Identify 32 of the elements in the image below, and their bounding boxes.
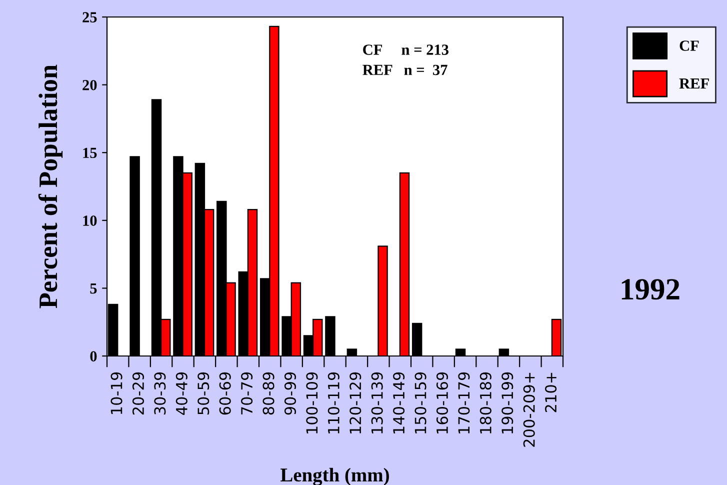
x-tick-label: 200-209+ [523, 372, 535, 447]
x-tick-label: 10-19 [110, 372, 122, 414]
x-tick-label: 30-39 [154, 372, 166, 414]
x-tick-label: 180-189 [480, 372, 492, 434]
x-tick-label: 80-89 [262, 372, 274, 415]
x-tick-label: 150-159 [414, 372, 426, 434]
y-tick-label: 25 [82, 12, 97, 22]
x-tick-label: 110-119 [328, 372, 340, 434]
x-tick-label: 120-129 [350, 372, 362, 434]
y-tick-label: 0 [90, 351, 97, 362]
y-tick-label: 5 [90, 283, 97, 294]
text: 1992 [622, 279, 680, 300]
x-tick-label: 20-29 [132, 372, 144, 415]
x-tick-label: 160-169 [436, 372, 448, 434]
y-tick-label: 10 [83, 216, 97, 226]
x-tick-label: 50-59 [198, 372, 210, 414]
y-axis-title: Percent of Population [38, 64, 63, 308]
x-tick-label: 70-79 [241, 372, 253, 414]
x-tick-label: 60-69 [219, 372, 231, 415]
x-tick-label: 130-139 [371, 372, 383, 434]
x-tick-label: 90-99 [284, 372, 296, 415]
annotation: CF n = 213 REF n = 37 [362, 44, 448, 76]
x-tick-label: 170-179 [458, 372, 470, 434]
legend-label: CF [680, 40, 699, 51]
y-tick-label: 20 [82, 80, 97, 90]
x-tick-label: 210+ [545, 372, 557, 412]
x-tick-label: 140-149 [393, 372, 405, 434]
x-tick-label: 100-109 [306, 372, 318, 434]
x-tick-label: 40-49 [176, 372, 188, 415]
y-tick-label: 15 [83, 148, 97, 158]
x-tick-label: 190-199 [502, 372, 514, 434]
legend-label: REF [679, 78, 709, 89]
